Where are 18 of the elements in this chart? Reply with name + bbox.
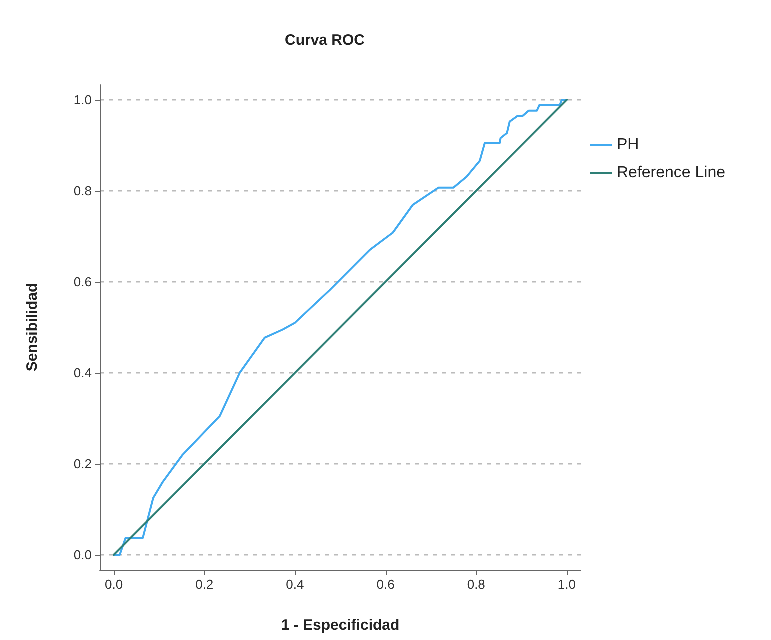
x-tick-label: 1.0: [558, 577, 576, 592]
legend-label: PH: [617, 136, 640, 154]
y-tick-label: 0.4: [74, 365, 92, 380]
y-tick-label: 0.2: [74, 456, 92, 472]
line-series: [113, 99, 568, 556]
x-tick-label: 0.0: [105, 577, 124, 592]
x-tick-label: 0.4: [286, 577, 304, 592]
x-tick-label: 0.2: [196, 577, 214, 592]
y-tick-label: 0.0: [74, 547, 92, 562]
x-tick-label: 0.6: [376, 577, 395, 592]
y-tick-label: 1.0: [74, 92, 92, 108]
legend-label: Reference Line: [617, 164, 726, 182]
y-tick-label: 0.6: [74, 274, 92, 290]
x-axis-title: 1 - Especificidad: [281, 617, 400, 634]
x-tick-label: 0.8: [467, 577, 486, 592]
y-axis-title: Sensibilidad: [24, 283, 41, 372]
chart-title: Curva ROC: [285, 32, 366, 49]
y-tick-label: 0.8: [74, 184, 92, 199]
